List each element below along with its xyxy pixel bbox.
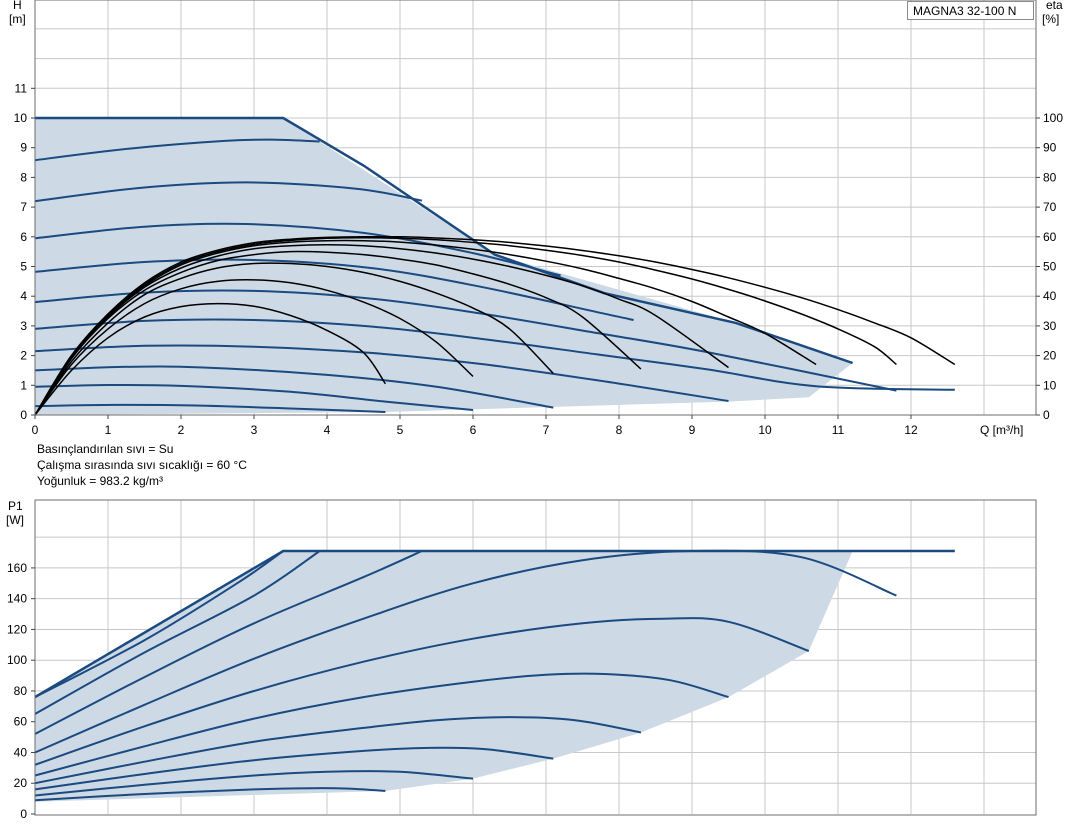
y2-tick-label: 30 — [1043, 319, 1057, 333]
y-tick-label: 7 — [20, 200, 27, 214]
y-tick-label: 80 — [14, 684, 28, 698]
y-tick-label: 3 — [20, 319, 27, 333]
head-curve — [34, 318, 955, 391]
y-tick-label: 2 — [20, 349, 27, 363]
efficiency-curve — [34, 239, 817, 416]
y2-tick-label: 10 — [1043, 378, 1057, 392]
x-tick-label: 11 — [832, 423, 845, 437]
x-tick-label: 9 — [689, 423, 696, 437]
head-axis-ticks: 0 1 2 3 4 5 6 7 8 9 10 11 — [14, 81, 35, 422]
head-curve — [34, 138, 320, 162]
power-chart-frame — [34, 499, 1037, 816]
y-tick-label: 0 — [20, 807, 27, 821]
y2-tick-label: 60 — [1043, 230, 1057, 244]
flow-axis-ticks: 0 1 2 3 4 5 6 7 8 9 10 11 12 — [32, 415, 918, 437]
x-tick-label: 7 — [543, 423, 550, 437]
y-tick-label: 4 — [20, 289, 27, 303]
y-tick-label: 1 — [20, 378, 27, 392]
x-tick-label: 12 — [904, 423, 918, 437]
y-tick-label: 11 — [15, 81, 28, 95]
efficiency-axis-label-unit: [%] — [1042, 12, 1059, 26]
x-tick-label: 8 — [616, 423, 623, 437]
y2-tick-label: 70 — [1043, 200, 1057, 214]
y2-tick-label: 20 — [1043, 349, 1057, 363]
efficiency-axis-label-name: eta — [1046, 0, 1063, 12]
efficiency-curve — [34, 236, 897, 416]
y-tick-label: 140 — [7, 592, 27, 606]
power-curve — [34, 716, 642, 785]
y2-tick-label: 100 — [1043, 111, 1063, 125]
power-curve — [34, 550, 423, 735]
head-axis-label-unit: [m] — [9, 12, 26, 26]
y2-tick-label: 50 — [1043, 260, 1057, 274]
efficiency-curve — [34, 250, 642, 416]
y-tick-label: 5 — [20, 260, 27, 274]
head-curve — [34, 365, 554, 409]
fluid-info-line: Yoğunluk = 983.2 kg/m³ — [37, 474, 163, 488]
y2-tick-label: 40 — [1043, 289, 1057, 303]
head-curve — [34, 181, 423, 203]
fluid-info-line: Çalışma sırasında sıvı sıcaklığı = 60 °C — [37, 458, 247, 472]
x-tick-label: 6 — [470, 423, 477, 437]
y-tick-label: 120 — [7, 622, 27, 636]
head-curve — [34, 344, 729, 402]
x-tick-label: 2 — [178, 423, 185, 437]
y-tick-label: 20 — [14, 776, 28, 790]
head-curve — [34, 403, 386, 413]
y-tick-label: 0 — [20, 408, 27, 422]
y2-tick-label: 0 — [1043, 408, 1050, 422]
head-curve — [34, 258, 634, 321]
y-tick-label: 160 — [7, 561, 27, 575]
power-curve — [34, 550, 284, 698]
y-tick-label: 8 — [20, 170, 27, 184]
flow-axis-label: Q [m³/h] — [980, 423, 1023, 437]
power-operating-area — [35, 551, 853, 802]
head-max-curve — [35, 116, 854, 365]
efficiency-curve — [34, 262, 554, 416]
efficiency-curve — [34, 302, 387, 416]
y-tick-label: 100 — [7, 653, 27, 667]
power-curve — [34, 746, 554, 791]
y-tick-label: 60 — [14, 715, 28, 729]
efficiency-curve — [34, 235, 956, 416]
power-curve — [34, 787, 386, 802]
y-tick-label: 9 — [20, 141, 27, 155]
fluid-info-line: Basınçlandırılan sıvı = Su — [37, 442, 174, 456]
y-tick-label: 6 — [20, 230, 27, 244]
power-axis-label-unit: [W] — [6, 513, 24, 527]
power-curve — [34, 550, 321, 715]
y-tick-label: 40 — [14, 745, 28, 759]
head-axis-label-name: H — [13, 0, 22, 12]
x-tick-label: 10 — [758, 423, 772, 437]
efficiency-curve — [34, 279, 474, 416]
efficiency-curves — [34, 235, 956, 416]
x-tick-label: 3 — [251, 423, 258, 437]
x-tick-label: 4 — [324, 423, 331, 437]
power-axis-ticks: 0 20 40 60 80 100 120 140 160 — [7, 561, 35, 821]
power-max-curve — [34, 549, 955, 699]
x-tick-label: 5 — [397, 423, 404, 437]
power-axis-label-name: P1 — [8, 499, 23, 513]
power-curves — [34, 549, 897, 802]
power-curve — [34, 617, 810, 766]
y-tick-label: 10 — [14, 111, 28, 125]
model-label: MAGNA3 32-100 N — [907, 1, 1034, 20]
x-tick-label: 1 — [105, 423, 112, 437]
efficiency-axis-ticks: 0 10 20 30 40 50 60 70 80 90 100 — [1036, 111, 1063, 422]
efficiency-curve — [34, 244, 729, 416]
power-curve — [34, 770, 474, 797]
power-curve — [34, 672, 729, 777]
head-curve — [34, 222, 561, 277]
power-curve — [34, 549, 897, 754]
y2-tick-label: 90 — [1043, 141, 1057, 155]
y2-tick-label: 80 — [1043, 170, 1057, 184]
head-curve — [34, 383, 474, 411]
x-tick-label: 0 — [32, 423, 39, 437]
